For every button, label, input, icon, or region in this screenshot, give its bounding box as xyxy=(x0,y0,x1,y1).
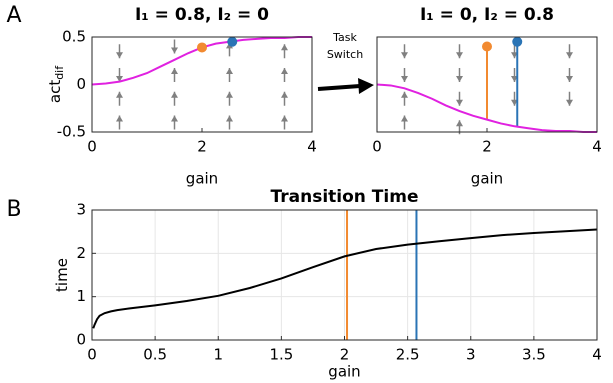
field-arrow-head xyxy=(281,91,288,98)
x-tick-label: 1 xyxy=(213,346,223,364)
field-arrow-head xyxy=(401,91,408,98)
field-arrow-head xyxy=(401,76,408,82)
field-arrow-head xyxy=(226,68,233,74)
data-line xyxy=(376,83,597,133)
field-arrow xyxy=(281,44,288,59)
axes-box xyxy=(91,209,598,341)
field-arrow xyxy=(401,115,408,130)
axes-box xyxy=(376,36,598,133)
field-arrow-head xyxy=(566,76,573,82)
field-arrow-head xyxy=(116,115,123,122)
y-tick-label: 1 xyxy=(76,287,86,305)
field-arrow-head xyxy=(456,120,463,127)
field-arrow xyxy=(226,115,233,130)
x-tick-label: 0 xyxy=(87,138,97,156)
y-tick-label: 3 xyxy=(76,201,86,219)
field-arrow xyxy=(566,91,573,106)
field-arrow xyxy=(401,68,408,82)
x-tick-label: 3 xyxy=(466,346,476,364)
field-arrow-head xyxy=(456,76,463,82)
field-arrow-head xyxy=(116,52,123,59)
chart-title: Transition Time xyxy=(271,187,419,207)
x-tick-label: 4 xyxy=(307,138,317,156)
x-axis-label: gain xyxy=(328,363,360,381)
x-tick-label: 2 xyxy=(340,346,350,364)
switch-arrow xyxy=(317,78,374,94)
field-arrow-head xyxy=(401,52,408,59)
marker-dot xyxy=(512,36,523,47)
field-arrow-head xyxy=(401,115,408,122)
field-arrow-head xyxy=(456,99,463,106)
field-arrow-head xyxy=(171,91,178,98)
field-arrow-head xyxy=(171,68,178,74)
field-arrow xyxy=(281,91,288,106)
field-arrow xyxy=(566,44,573,59)
x-tick-label: 0 xyxy=(87,346,97,364)
field-arrow xyxy=(226,68,233,82)
x-tick-label: 2.5 xyxy=(396,346,420,364)
field-arrow-head xyxy=(281,68,288,74)
field-arrow-head xyxy=(171,115,178,122)
x-tick-label: 0.5 xyxy=(143,346,167,364)
field-arrow xyxy=(456,44,463,59)
x-tick-label: 4 xyxy=(592,138,602,156)
field-arrow-head xyxy=(566,52,573,59)
field-arrow xyxy=(226,91,233,106)
y-tick-label: 0 xyxy=(76,331,86,349)
x-tick-label: 3.5 xyxy=(522,346,546,364)
point xyxy=(227,36,238,47)
annotation: Task xyxy=(332,31,357,44)
x-tick-label: 2 xyxy=(482,138,492,156)
field-arrow-head xyxy=(281,115,288,122)
field-arrow xyxy=(456,91,463,106)
field-arrow-head xyxy=(456,52,463,59)
field-arrow-head xyxy=(281,44,288,51)
field-arrow xyxy=(401,91,408,106)
y-tick-label: 2 xyxy=(76,244,86,262)
field-arrow xyxy=(456,68,463,82)
field-arrow-head xyxy=(566,99,573,106)
x-axis-label: gain xyxy=(471,170,503,188)
x-tick-label: 2 xyxy=(197,138,207,156)
field-arrow xyxy=(171,115,178,130)
x-tick-label: 4 xyxy=(592,346,602,364)
y-tick-label: 0.5 xyxy=(62,28,86,46)
field-arrow xyxy=(171,39,178,54)
chart-title: I₁ = 0, I₂ = 0.8 xyxy=(420,5,554,25)
panel-label: B xyxy=(6,197,21,222)
x-tick-label: 1.5 xyxy=(269,346,293,364)
y-tick-label: -0.5 xyxy=(57,123,86,141)
y-axis-label: time xyxy=(53,258,71,292)
field-arrow-head xyxy=(116,91,123,98)
x-tick-label: 0 xyxy=(372,138,382,156)
y-axis-label-text: time xyxy=(53,258,71,292)
axes-box xyxy=(91,36,313,133)
panel-label: A xyxy=(6,3,21,28)
y-axis-label: actdif xyxy=(46,65,67,103)
field-arrow xyxy=(116,115,123,130)
point xyxy=(197,42,207,53)
field-arrow xyxy=(401,44,408,59)
field-arrow-head xyxy=(226,91,233,98)
field-arrow-head xyxy=(226,115,233,122)
x-axis-label: gain xyxy=(186,170,218,188)
chart-title: I₁ = 0.8, I₂ = 0 xyxy=(135,5,269,25)
field-arrow xyxy=(281,68,288,82)
field-arrow xyxy=(116,68,123,82)
field-arrow xyxy=(171,91,178,106)
data-line xyxy=(92,228,598,329)
y-axis-label-text: act xyxy=(46,80,64,103)
field-arrow xyxy=(171,68,178,82)
field-arrow-head xyxy=(171,47,178,54)
field-arrow xyxy=(281,115,288,130)
field-arrow xyxy=(116,44,123,59)
field-arrow xyxy=(116,91,123,106)
field-arrow xyxy=(566,68,573,82)
y-axis-label-subscript: dif xyxy=(53,65,66,80)
marker-dot xyxy=(482,41,492,52)
annotation: Switch xyxy=(327,48,363,61)
field-arrow-head xyxy=(116,76,123,82)
y-tick-label: 0 xyxy=(76,75,86,93)
